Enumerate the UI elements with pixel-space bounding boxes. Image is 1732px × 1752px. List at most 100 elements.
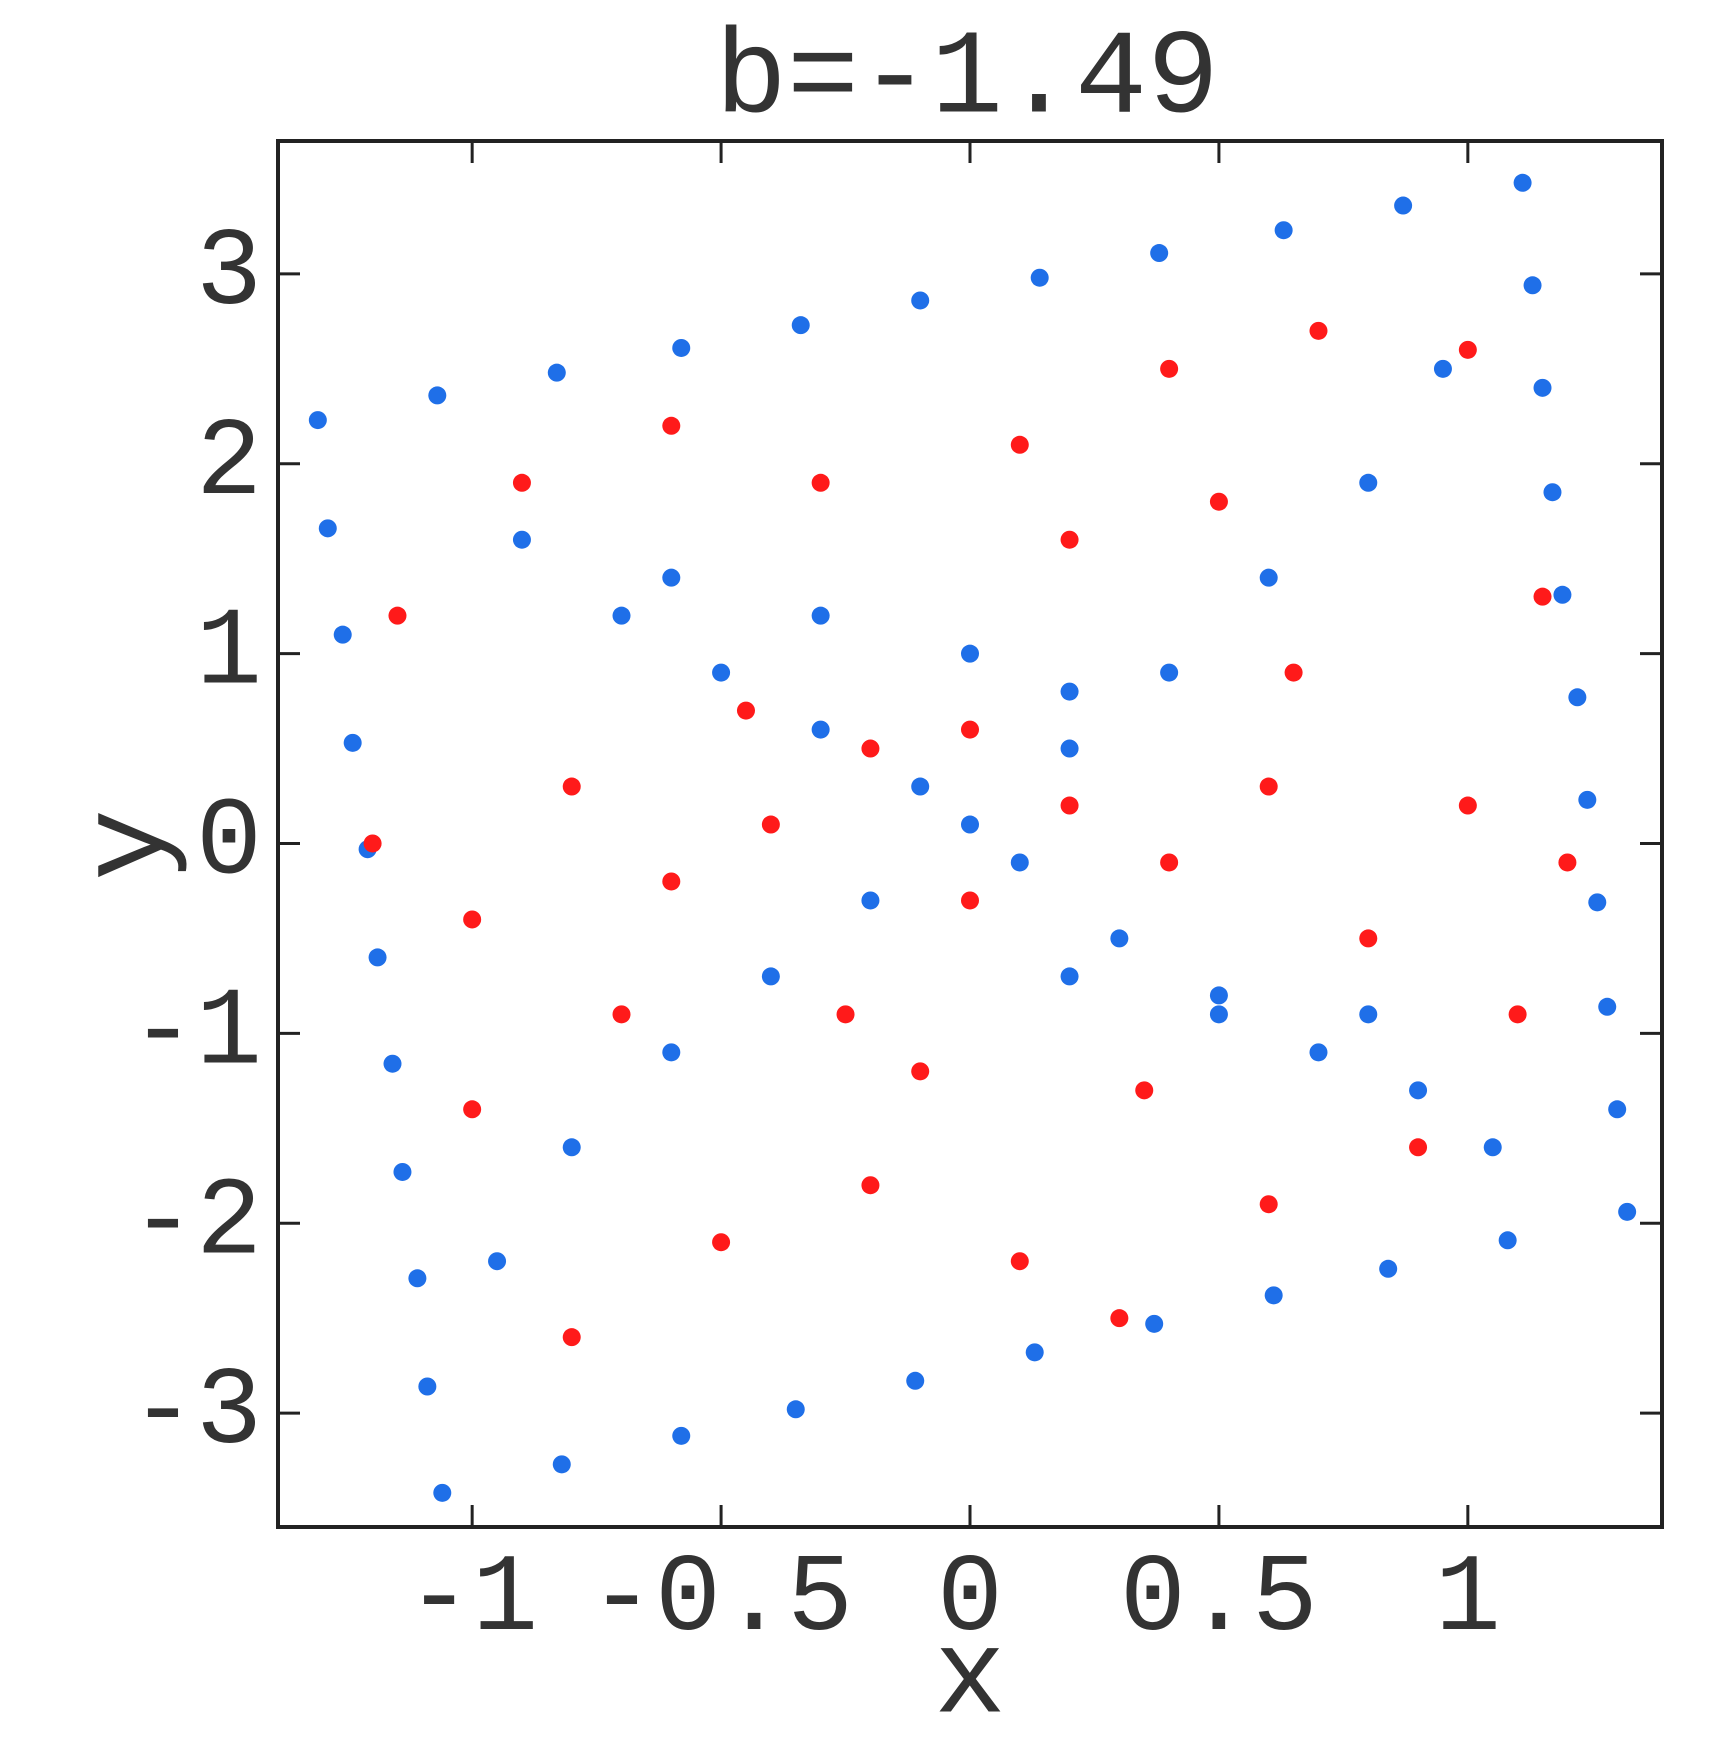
point: [1264, 1286, 1283, 1305]
point: [1145, 1314, 1164, 1333]
point: [1483, 1138, 1502, 1157]
point: [1498, 1231, 1517, 1250]
point: [1209, 1005, 1228, 1024]
x-tick-label: -0.5: [589, 1538, 853, 1663]
point: [662, 1043, 681, 1062]
point: [662, 872, 681, 891]
point: [1209, 986, 1228, 1005]
point: [562, 1138, 581, 1157]
point: [343, 733, 362, 752]
point: [1513, 173, 1532, 192]
point: [861, 891, 880, 910]
point: [308, 411, 327, 430]
point: [383, 1054, 402, 1073]
point: [911, 777, 930, 796]
point: [1110, 929, 1129, 948]
point: [1135, 1081, 1154, 1100]
point: [1359, 473, 1378, 492]
x-tick-label: 0.5: [1120, 1538, 1318, 1663]
point: [836, 1005, 855, 1024]
point: [761, 967, 780, 986]
point: [418, 1377, 437, 1396]
point: [1010, 853, 1029, 872]
point: [408, 1269, 427, 1288]
point: [1259, 777, 1278, 796]
point: [712, 1233, 731, 1252]
point: [662, 568, 681, 587]
point: [1458, 796, 1477, 815]
point: [1598, 997, 1617, 1016]
y-tick-label: 0: [196, 782, 262, 907]
point: [736, 701, 755, 720]
point: [552, 1455, 571, 1474]
point: [1259, 1195, 1278, 1214]
point: [811, 720, 830, 739]
point: [1274, 221, 1293, 240]
point: [1259, 568, 1278, 587]
point: [1618, 1202, 1637, 1221]
point: [911, 291, 930, 310]
point: [1379, 1259, 1398, 1278]
point: [1508, 1005, 1527, 1024]
point: [463, 910, 482, 929]
point: [1309, 321, 1328, 340]
point: [961, 815, 979, 834]
point: [1025, 1343, 1044, 1362]
point: [488, 1252, 507, 1271]
point: [547, 363, 566, 382]
point: [786, 1400, 805, 1419]
point: [1558, 853, 1577, 872]
point: [1588, 893, 1607, 912]
point: [512, 530, 531, 549]
point: [811, 606, 830, 625]
point: [1060, 739, 1079, 758]
point: [672, 1426, 691, 1445]
point: [612, 1005, 631, 1024]
point: [1160, 853, 1179, 872]
point: [911, 1062, 930, 1081]
x-axis-label: x: [934, 1613, 1006, 1749]
point: [1030, 268, 1049, 287]
point: [1409, 1138, 1428, 1157]
point: [1010, 1252, 1029, 1271]
point: [333, 625, 352, 644]
point: [1060, 796, 1079, 815]
point: [1110, 1309, 1129, 1328]
point: [1578, 790, 1597, 809]
point: [1160, 663, 1179, 682]
x-tick-label: -1: [406, 1538, 538, 1663]
point: [1433, 359, 1452, 378]
chart-title: b=-1.49: [715, 13, 1219, 149]
point: [433, 1483, 452, 1502]
point: [861, 1176, 880, 1195]
point: [368, 948, 387, 967]
point: [1060, 682, 1079, 701]
y-axis-label: y: [63, 809, 199, 881]
point: [1284, 663, 1303, 682]
point: [672, 338, 691, 357]
x-tick-label: 1: [1435, 1538, 1501, 1663]
point: [1060, 530, 1079, 549]
point: [1010, 435, 1029, 454]
point: [1150, 244, 1169, 263]
point: [562, 1328, 581, 1347]
y-tick-label: 1: [196, 592, 262, 717]
point: [861, 739, 880, 758]
point: [1060, 967, 1079, 986]
point: [662, 416, 681, 435]
point: [1409, 1081, 1428, 1100]
point: [1543, 483, 1562, 502]
point: [388, 606, 407, 625]
y-tick-label: 3: [196, 212, 262, 337]
point: [1309, 1043, 1328, 1062]
point: [961, 720, 979, 739]
point: [1523, 276, 1542, 295]
y-tick-label: -1: [130, 971, 262, 1096]
point: [1458, 340, 1477, 359]
point: [1209, 492, 1228, 511]
point: [1533, 378, 1552, 397]
point: [1359, 1005, 1378, 1024]
point: [791, 316, 810, 335]
point: [363, 834, 382, 853]
